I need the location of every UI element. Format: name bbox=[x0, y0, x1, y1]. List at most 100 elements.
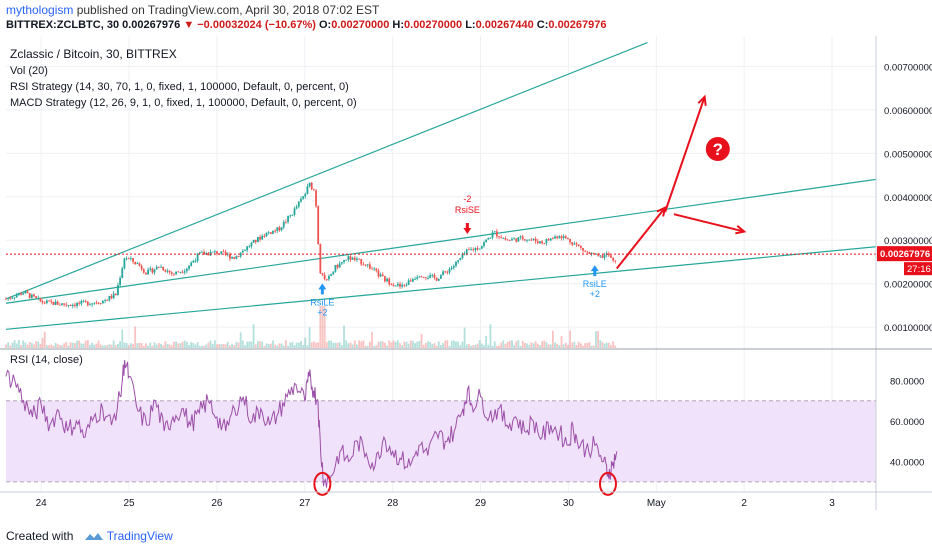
candle-body bbox=[560, 236, 563, 239]
volume-bar bbox=[252, 324, 255, 348]
candle-body bbox=[353, 257, 356, 260]
volume-bar bbox=[229, 345, 231, 348]
forecast-arrow-line bbox=[615, 207, 666, 270]
candle-body bbox=[489, 237, 492, 239]
candle-body bbox=[364, 264, 367, 266]
volume-bar bbox=[297, 342, 300, 348]
volume-bar bbox=[345, 340, 348, 348]
volume-bar bbox=[201, 345, 203, 348]
candle-body bbox=[388, 278, 391, 285]
volume-bar bbox=[536, 343, 539, 348]
candle-body bbox=[33, 294, 35, 297]
volume-bar bbox=[526, 343, 528, 348]
volume-bar bbox=[168, 344, 171, 348]
volume-bar bbox=[502, 340, 505, 348]
volume-bar bbox=[495, 345, 498, 348]
candle-body bbox=[170, 272, 173, 274]
candle-body bbox=[392, 284, 395, 286]
candle-body bbox=[123, 258, 126, 269]
volume-bar bbox=[450, 340, 453, 348]
volume-bar bbox=[213, 340, 216, 348]
candle-body bbox=[151, 268, 154, 273]
candle-body bbox=[480, 246, 483, 249]
candle-body bbox=[248, 246, 251, 248]
candle-body bbox=[39, 297, 42, 302]
candle-body bbox=[325, 279, 328, 280]
volume-bar bbox=[534, 341, 537, 348]
candle-body bbox=[41, 301, 44, 303]
volume-bar bbox=[440, 344, 442, 348]
candle-body bbox=[435, 277, 438, 281]
candle-body bbox=[265, 232, 268, 237]
volume-bar bbox=[289, 342, 292, 348]
candle-body bbox=[104, 300, 106, 301]
candle-body bbox=[384, 276, 386, 282]
candle-body bbox=[196, 253, 199, 261]
candle-body bbox=[121, 268, 124, 278]
volume-bar bbox=[216, 344, 218, 348]
candle-body bbox=[356, 258, 358, 260]
candle-body bbox=[140, 265, 143, 270]
tradingview-brand[interactable]: TradingView bbox=[106, 529, 173, 543]
candle-body bbox=[48, 300, 50, 302]
candle-body bbox=[371, 268, 373, 270]
candle-body bbox=[54, 301, 57, 305]
candle-body bbox=[571, 242, 574, 245]
volume-bar bbox=[267, 343, 270, 348]
candle-body bbox=[446, 271, 449, 273]
volume-bar bbox=[52, 345, 55, 348]
volume-bar bbox=[78, 340, 81, 348]
forecast-arrowhead-icon bbox=[697, 94, 707, 106]
candle-body bbox=[35, 296, 38, 298]
y-tick-label: 0.00200000 bbox=[884, 280, 932, 291]
close-label: C: bbox=[536, 19, 549, 31]
volume-bar bbox=[491, 345, 494, 348]
volume-bar bbox=[235, 341, 238, 348]
volume-bar bbox=[317, 342, 320, 348]
question-mark-icon bbox=[705, 136, 730, 161]
volume-bar bbox=[511, 340, 513, 348]
volume-bar bbox=[280, 343, 283, 348]
high-value: 0.00270000 bbox=[404, 19, 463, 31]
x-tick-label: May bbox=[647, 498, 666, 509]
last-price: 0.00267976 bbox=[122, 19, 181, 31]
volume-bar bbox=[334, 342, 337, 348]
close-value: 0.00267976 bbox=[548, 19, 607, 31]
author-link[interactable]: mythologism bbox=[6, 3, 74, 17]
volume-bar bbox=[37, 341, 40, 348]
candle-body bbox=[136, 263, 139, 265]
volume-bar bbox=[93, 344, 96, 348]
volume-bar bbox=[366, 345, 369, 348]
publish-header: mythologism published on TradingView.com… bbox=[0, 0, 932, 36]
candle-body bbox=[539, 241, 541, 244]
candle-body bbox=[71, 304, 74, 306]
volume-bar bbox=[399, 343, 401, 348]
candle-body bbox=[440, 275, 442, 279]
candle-body bbox=[418, 276, 421, 278]
candle-body bbox=[213, 251, 216, 253]
volume-bar bbox=[207, 342, 210, 348]
chart-area[interactable]: RsiLE +2 -2 RsiSE RsiLE +2 ? Zclassic / Bitco… bbox=[0, 36, 932, 522]
y-tick-label: 0.00600000 bbox=[884, 106, 932, 117]
volume-bar bbox=[504, 343, 507, 348]
volume-bar bbox=[435, 345, 438, 348]
volume-bar bbox=[54, 343, 57, 348]
candle-body bbox=[448, 268, 451, 273]
volume-bar bbox=[442, 343, 444, 348]
candle-body bbox=[168, 270, 171, 273]
volume-bar bbox=[483, 345, 485, 348]
candle-body bbox=[381, 274, 384, 277]
candle-body bbox=[476, 248, 479, 250]
volume-bar bbox=[470, 345, 472, 348]
candle-body bbox=[424, 277, 427, 279]
volume-bar bbox=[386, 345, 388, 348]
volume-bar bbox=[196, 342, 199, 348]
candle-body bbox=[573, 243, 576, 245]
candle-body bbox=[375, 268, 378, 271]
candle-body bbox=[519, 236, 522, 238]
candle-body bbox=[84, 300, 87, 302]
volume-bar bbox=[48, 345, 50, 348]
candle-body bbox=[28, 293, 31, 298]
volume-bar bbox=[468, 344, 470, 348]
